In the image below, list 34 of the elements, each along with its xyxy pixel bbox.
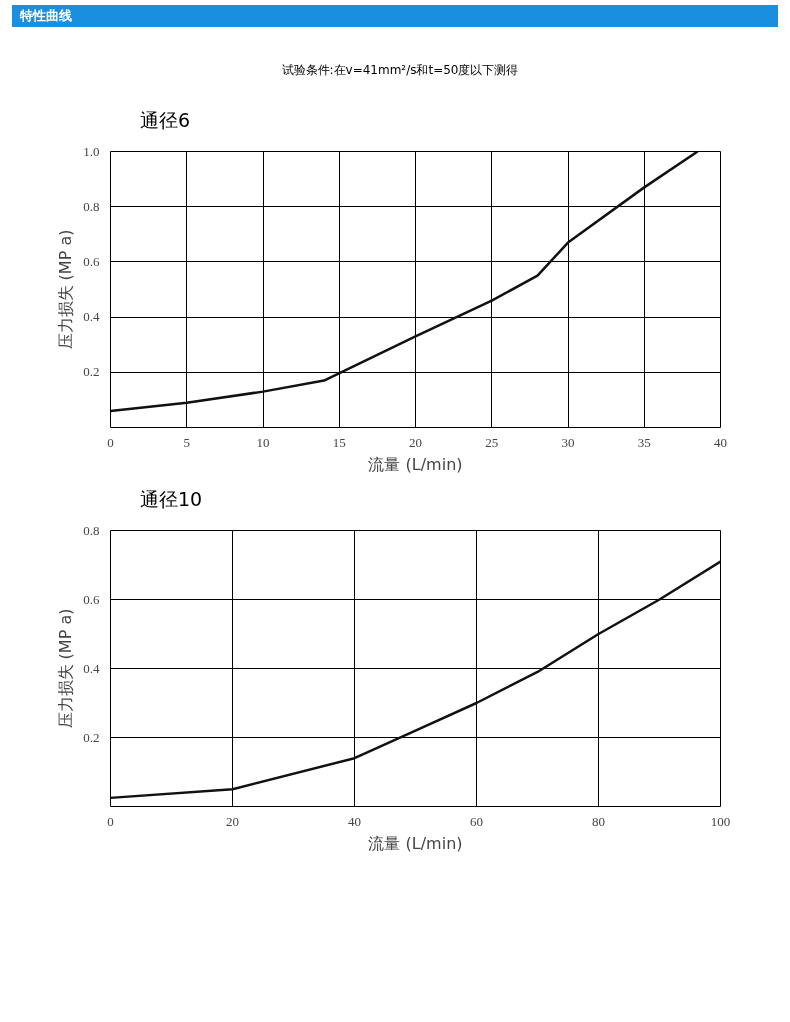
x-tick-label: 80 bbox=[592, 813, 605, 829]
y-tick-label: 0.8 bbox=[83, 522, 100, 538]
x-tick-label: 40 bbox=[714, 434, 727, 450]
x-tick-label: 40 bbox=[348, 813, 361, 829]
chart-title: 通径10 bbox=[140, 487, 203, 512]
y-tick-label: 1.0 bbox=[83, 143, 100, 159]
y-tick-label: 0.2 bbox=[83, 729, 100, 745]
line-series bbox=[110, 560, 721, 800]
x-tick-label: 5 bbox=[183, 434, 190, 450]
y-axis-title: 压力损失 (MP a) bbox=[56, 229, 76, 350]
y-axis-title: 压力损失 (MP a) bbox=[56, 608, 76, 729]
x-tick-label: 0 bbox=[107, 813, 114, 829]
x-tick-label: 20 bbox=[226, 813, 239, 829]
y-tick-label: 0.2 bbox=[83, 364, 100, 380]
text: 试验条件:在v=41mm²/s和t=50度以下测得 bbox=[281, 62, 519, 79]
y-tick-label: 0.6 bbox=[83, 591, 100, 607]
x-tick-label: 60 bbox=[470, 813, 483, 829]
y-tick-label: 0.6 bbox=[83, 253, 100, 269]
text: 特性曲线 bbox=[20, 7, 72, 25]
x-tick-label: 100 bbox=[710, 813, 731, 829]
x-axis-title: 流量 (L/min) bbox=[368, 833, 463, 853]
line-series bbox=[110, 151, 699, 413]
x-tick-label: 25 bbox=[485, 434, 499, 450]
x-tick-label: 20 bbox=[409, 434, 422, 450]
x-tick-label: 10 bbox=[256, 434, 270, 450]
y-tick-label: 0.4 bbox=[83, 660, 100, 676]
chart-title: 通径6 bbox=[140, 108, 191, 133]
x-tick-label: 0 bbox=[107, 434, 114, 450]
x-tick-label: 15 bbox=[332, 434, 346, 450]
y-tick-label: 0.8 bbox=[83, 198, 100, 214]
x-axis-title: 流量 (L/min) bbox=[368, 454, 463, 474]
x-tick-label: 30 bbox=[561, 434, 575, 450]
y-tick-label: 0.4 bbox=[83, 309, 100, 325]
x-tick-label: 35 bbox=[637, 434, 651, 450]
